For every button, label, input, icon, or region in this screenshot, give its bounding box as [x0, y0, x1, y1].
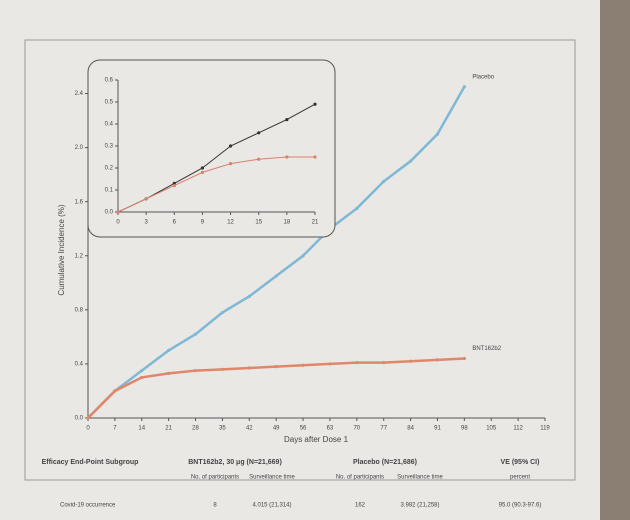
- x-tick-label: 28: [192, 426, 199, 432]
- series-label: BNT162b2: [472, 346, 501, 352]
- photo: Cumulative Incidence (%) Days after Dose…: [0, 0, 630, 520]
- point: [173, 184, 176, 187]
- x-tick-label: 18: [284, 220, 291, 226]
- table-cell: 95.0 (90.3-97.6): [499, 503, 542, 509]
- point: [409, 360, 412, 363]
- point: [140, 376, 143, 379]
- point: [382, 361, 385, 364]
- y-tick-label: 0.0: [105, 210, 114, 216]
- x-axis-label: Days after Dose 1: [284, 435, 349, 444]
- point: [275, 274, 278, 277]
- point: [328, 362, 331, 365]
- point: [201, 166, 204, 169]
- point: [463, 85, 466, 88]
- table-header: VE (95% CI): [501, 459, 540, 466]
- x-tick-label: 42: [246, 426, 253, 432]
- y-tick-label: 0.4: [75, 361, 84, 367]
- inset-frame: [88, 60, 335, 237]
- point: [229, 144, 232, 147]
- point: [201, 171, 204, 174]
- point: [285, 118, 288, 121]
- x-tick-label: 15: [255, 220, 262, 226]
- point: [355, 207, 358, 210]
- point: [436, 358, 439, 361]
- x-tick-label: 21: [165, 426, 172, 432]
- x-tick-label: 84: [407, 426, 414, 432]
- table-subheader: No. of participants: [336, 475, 384, 481]
- table-header: Placebo (N=21,686): [353, 459, 417, 466]
- y-tick-label: 0.5: [105, 100, 114, 106]
- x-tick-label: 91: [434, 426, 441, 432]
- x-tick-label: 35: [219, 426, 226, 432]
- point: [248, 295, 251, 298]
- x-tick-label: 21: [312, 220, 319, 226]
- point: [463, 357, 466, 360]
- x-tick-label: 98: [461, 426, 468, 432]
- table-subheader: No. of participants: [191, 475, 239, 481]
- point: [116, 210, 119, 213]
- table-cell: 162: [355, 503, 366, 509]
- point: [275, 365, 278, 368]
- point: [436, 132, 439, 135]
- table-cell: 3.982 (21,258): [400, 503, 439, 509]
- point: [229, 162, 232, 165]
- point: [257, 131, 260, 134]
- series-label: Placebo: [472, 74, 494, 80]
- table-subheader: Surveillance time: [397, 475, 443, 481]
- point: [194, 369, 197, 372]
- point: [355, 361, 358, 364]
- point: [113, 389, 116, 392]
- point: [167, 349, 170, 352]
- y-tick-label: 0.1: [105, 188, 114, 194]
- point: [145, 197, 148, 200]
- table-subheader: Surveillance time: [249, 475, 295, 481]
- x-tick-label: 49: [273, 426, 280, 432]
- y-tick-label: 1.2: [75, 253, 84, 259]
- y-tick-label: 0.0: [75, 416, 84, 422]
- y-tick-label: 0.4: [105, 122, 114, 128]
- x-tick-label: 14: [138, 426, 145, 432]
- table-header: BNT162b2, 30 μg (N=21,669): [188, 459, 282, 466]
- point: [194, 333, 197, 336]
- point: [221, 311, 224, 314]
- point: [140, 369, 143, 372]
- point: [313, 155, 316, 158]
- x-tick-label: 56: [300, 426, 307, 432]
- table-header: Efficacy End-Point Subgroup: [42, 459, 139, 466]
- y-tick-label: 2.4: [75, 91, 84, 97]
- point: [221, 368, 224, 371]
- x-tick-label: 105: [486, 426, 497, 432]
- point: [167, 372, 170, 375]
- y-tick-label: 0.6: [105, 78, 114, 84]
- point: [409, 160, 412, 163]
- point: [86, 416, 89, 419]
- point: [248, 366, 251, 369]
- x-tick-label: 63: [327, 426, 334, 432]
- table-cell: Covid-19 occurrence: [60, 503, 116, 509]
- x-tick-label: 112: [513, 426, 523, 432]
- point: [313, 103, 316, 106]
- y-tick-label: 0.8: [75, 307, 84, 313]
- y-tick-label: 0.3: [105, 144, 114, 150]
- y-tick-label: 2.0: [75, 145, 84, 151]
- table-subheader: percent: [510, 475, 530, 481]
- y-axis-label: Cumulative Incidence (%): [57, 204, 66, 295]
- y-tick-label: 0.2: [105, 166, 114, 172]
- y-tick-label: 1.6: [75, 199, 84, 205]
- table-cell: 4.015 (21,314): [252, 503, 291, 509]
- x-tick-label: 119: [540, 426, 550, 432]
- x-tick-label: 77: [380, 426, 387, 432]
- point: [301, 364, 304, 367]
- x-tick-label: 70: [353, 426, 360, 432]
- point: [257, 158, 260, 161]
- point: [382, 180, 385, 183]
- x-tick-label: 12: [227, 220, 234, 226]
- point: [301, 254, 304, 257]
- point: [285, 155, 288, 158]
